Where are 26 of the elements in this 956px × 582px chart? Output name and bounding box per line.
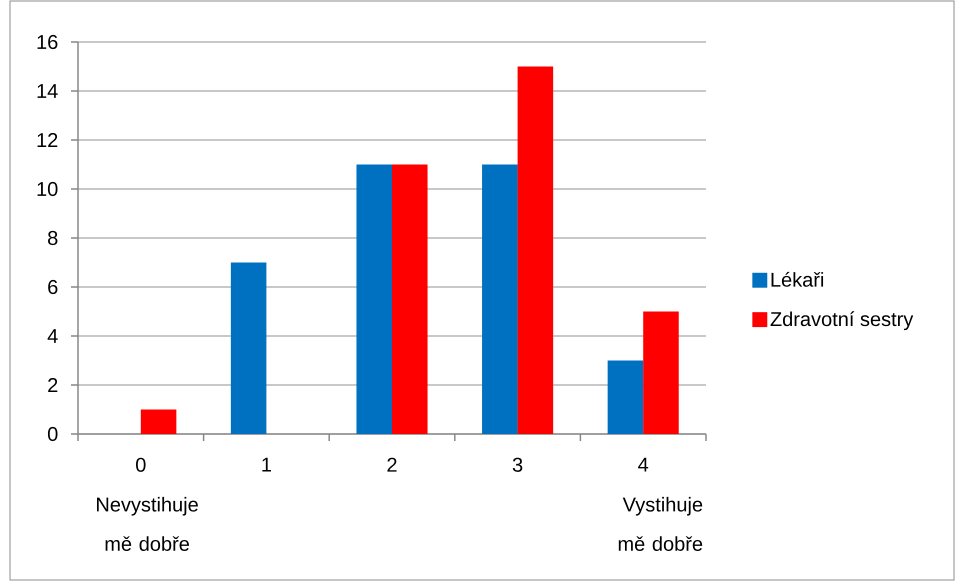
bar xyxy=(518,66,554,434)
y-tick-label: 8 xyxy=(48,230,58,246)
bar xyxy=(356,164,392,434)
legend-label: Zdravotní sestry xyxy=(770,311,914,330)
y-tick-label: 4 xyxy=(48,329,58,343)
bar xyxy=(230,262,266,434)
x-tick-label: 0 xyxy=(136,458,146,472)
legend-label: Lékaři xyxy=(772,272,824,287)
bar xyxy=(140,410,176,434)
bar xyxy=(392,164,428,434)
x-tick-label: 4 xyxy=(638,458,648,472)
bar xyxy=(482,164,518,434)
y-tick-label: 16 xyxy=(38,34,58,50)
y-tick-label: 0 xyxy=(48,426,58,442)
y-tick-label: 6 xyxy=(48,280,58,294)
bar xyxy=(643,311,679,434)
x-tick-label: 3 xyxy=(512,458,522,472)
x-tick-label: 1 xyxy=(262,458,271,472)
text: Nevystihuje mě dobře xyxy=(97,496,198,551)
y-tick-label: 10 xyxy=(38,182,58,196)
y-tick-label: 12 xyxy=(38,133,58,147)
bar xyxy=(608,360,644,434)
y-tick-label: 2 xyxy=(48,378,58,392)
x-tick-label: 2 xyxy=(387,458,397,472)
y-tick-label: 14 xyxy=(38,84,58,98)
text: Vystihuje mě dobře xyxy=(618,496,702,551)
